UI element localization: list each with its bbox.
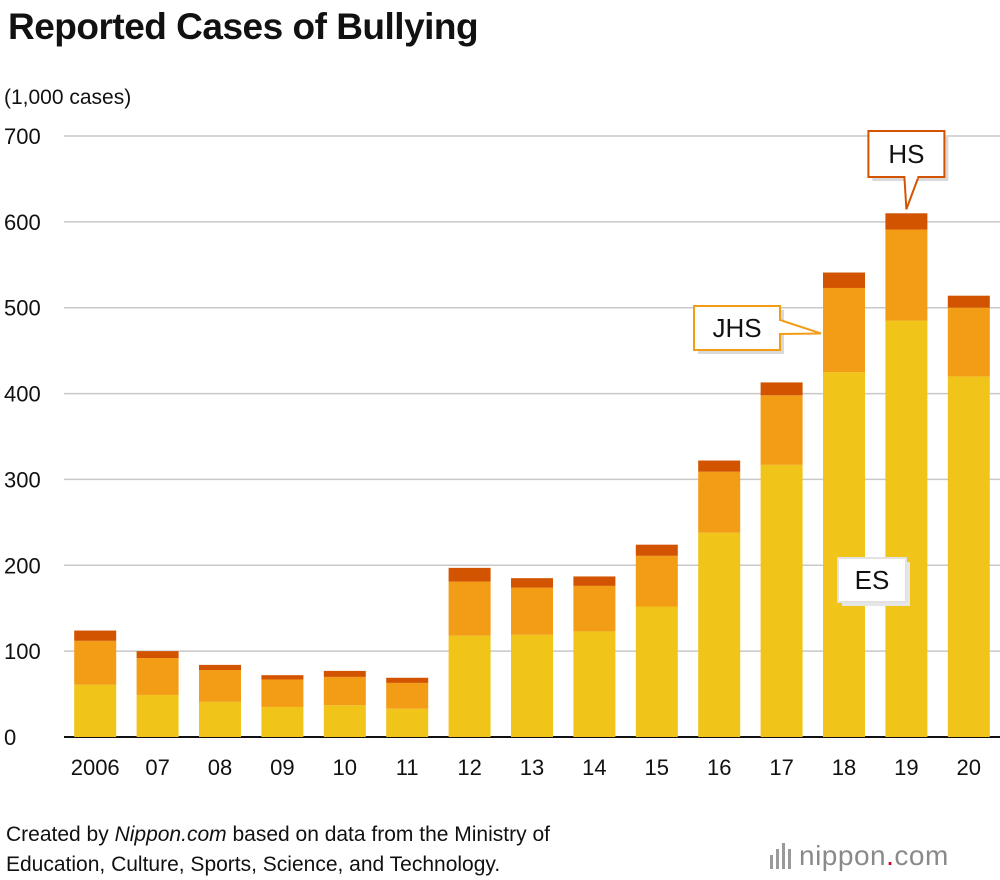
source-note: Created by Nippon.com based on data from… (6, 820, 550, 880)
series-callouts: HS JHS ES (693, 130, 949, 606)
bar-hs-18 (823, 272, 865, 288)
y-tick-labels: 0 100 200 300 400 500 600 700 (4, 124, 41, 750)
bar-hs-10 (323, 670, 366, 677)
bar-es-16 (698, 532, 741, 737)
bar-jhs-19 (885, 229, 928, 321)
x-tick-11: 11 (396, 755, 419, 780)
x-tick-19: 19 (894, 755, 918, 780)
bar-hs-12 (448, 567, 491, 582)
nippon-logo: nippon.com (770, 836, 949, 876)
bar-es-20 (947, 376, 990, 737)
callout-box (693, 305, 781, 351)
logo-bars-icon (770, 843, 791, 869)
logo-wordmark: nippon.com (799, 840, 949, 872)
bar-jhs-18 (823, 287, 865, 373)
y-tick-400: 400 (4, 382, 41, 407)
bar-hs-14 (573, 576, 616, 586)
bar-es-13 (511, 634, 553, 737)
source-suffix: based on data from the Ministry of (226, 823, 550, 846)
x-tick-14: 14 (582, 755, 606, 780)
x-tick-13: 13 (520, 755, 544, 780)
x-tick-08: 08 (208, 755, 232, 780)
bar-es-12 (448, 635, 491, 737)
bar-es-11 (386, 708, 429, 737)
bar-jhs-07 (136, 658, 179, 695)
bar-hs-2006 (74, 630, 117, 641)
bar-hs-17 (760, 382, 803, 396)
bars (74, 213, 990, 737)
callout-es: ES (837, 557, 910, 606)
bar-hs-11 (386, 677, 429, 683)
x-tick-18: 18 (832, 755, 856, 780)
callout-hs: HS (867, 130, 949, 210)
bar-es-2006 (74, 684, 117, 737)
y-tick-500: 500 (4, 296, 41, 321)
y-tick-700: 700 (4, 124, 41, 149)
callout-label: HS (888, 139, 924, 169)
callout-jhs: JHS (693, 305, 822, 354)
callout-pointer (779, 318, 822, 336)
chart-title: Reported Cases of Bullying (8, 6, 479, 47)
bar-es-18 (823, 372, 865, 737)
bar-jhs-13 (511, 587, 553, 635)
bar-es-09 (261, 706, 304, 737)
bar-jhs-12 (448, 581, 491, 636)
callout-box (837, 557, 907, 603)
source-brand: Nippon.com (114, 823, 227, 846)
logo-name: nippon (799, 840, 887, 871)
bar-es-14 (573, 631, 616, 737)
y-axis-label: (1,000 cases) (4, 86, 131, 109)
source-prefix: Created by (6, 823, 115, 846)
bar-es-17 (760, 464, 803, 737)
bar-es-08 (199, 701, 241, 737)
callout-label: ES (855, 565, 890, 595)
bar-jhs-16 (698, 471, 741, 533)
bar-es-15 (635, 606, 678, 737)
callout-pointer (903, 176, 920, 210)
bar-es-07 (136, 694, 179, 737)
bar-es-19 (885, 320, 928, 737)
bar-jhs-10 (323, 676, 366, 706)
y-tick-200: 200 (4, 553, 41, 578)
bar-hs-09 (261, 675, 304, 680)
bar-jhs-09 (261, 679, 304, 707)
x-tick-09: 09 (270, 755, 294, 780)
source-line-2: Education, Culture, Sports, Science, and… (6, 853, 501, 876)
x-tick-16: 16 (707, 755, 731, 780)
y-tick-600: 600 (4, 210, 41, 235)
bar-hs-08 (199, 664, 241, 671)
bar-hs-15 (635, 544, 678, 556)
bar-hs-16 (698, 460, 741, 472)
bar-hs-20 (947, 295, 990, 308)
x-tick-labels: 2006 07 08 09 10 11 12 13 14 15 16 17 18 19 20 (71, 755, 981, 780)
x-tick-20: 20 (957, 755, 981, 780)
bar-jhs-17 (760, 395, 803, 465)
x-tick-12: 12 (457, 755, 481, 780)
x-tick-15: 15 (645, 755, 669, 780)
x-tick-17: 17 (769, 755, 793, 780)
callout-label: JHS (712, 313, 761, 343)
y-tick-300: 300 (4, 467, 41, 492)
x-tick-2006: 2006 (71, 755, 120, 780)
y-tick-0: 0 (4, 725, 16, 750)
bar-hs-19 (885, 213, 928, 230)
logo-tld: com (894, 840, 949, 871)
bar-jhs-15 (635, 555, 678, 607)
bar-jhs-11 (386, 682, 429, 709)
bar-hs-13 (511, 578, 553, 588)
bar-hs-07 (136, 651, 179, 659)
bar-jhs-14 (573, 585, 616, 632)
logo-dot: . (886, 840, 895, 871)
x-tick-07: 07 (145, 755, 169, 780)
x-tick-10: 10 (333, 755, 357, 780)
bar-jhs-2006 (74, 640, 117, 685)
bar-es-10 (323, 705, 366, 737)
bar-jhs-20 (947, 307, 990, 377)
bar-jhs-08 (199, 670, 241, 702)
y-tick-100: 100 (4, 639, 41, 664)
